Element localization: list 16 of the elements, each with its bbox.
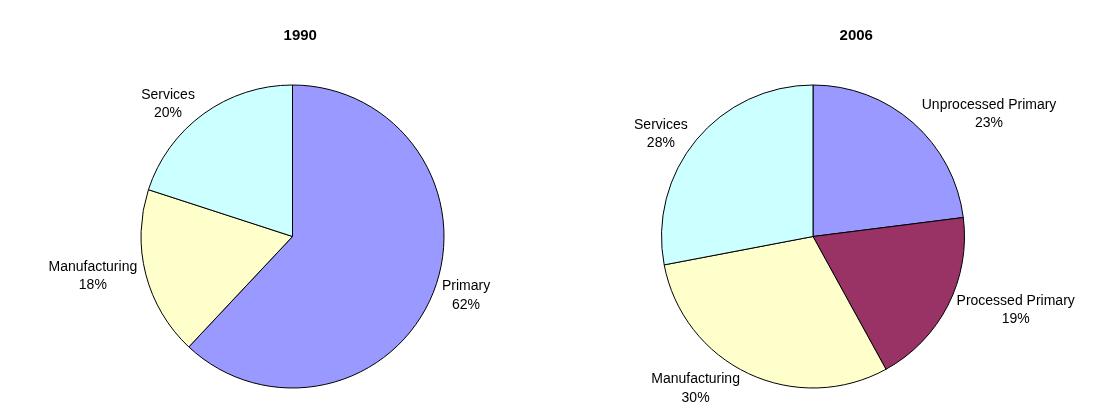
slice-label: Unprocessed Primary	[921, 96, 1057, 113]
slice-label: Services	[141, 85, 195, 102]
slice-label: Services	[634, 115, 688, 132]
data-label: 23%	[975, 114, 1004, 131]
chart-title: 1990	[283, 25, 317, 43]
data-label: 62%	[452, 295, 481, 312]
chart-title: 2006	[839, 25, 873, 43]
slice-label: Primary	[441, 277, 491, 294]
slice-label: Manufacturing	[651, 370, 740, 387]
data-label: 18%	[78, 276, 107, 293]
data-label: 30%	[681, 388, 710, 405]
slice-label: Processed Primary	[956, 291, 1075, 308]
data-label: 20%	[154, 103, 183, 120]
slice-label: Manufacturing	[48, 258, 138, 275]
data-label: 19%	[1001, 309, 1030, 326]
data-label: 28%	[646, 134, 675, 151]
